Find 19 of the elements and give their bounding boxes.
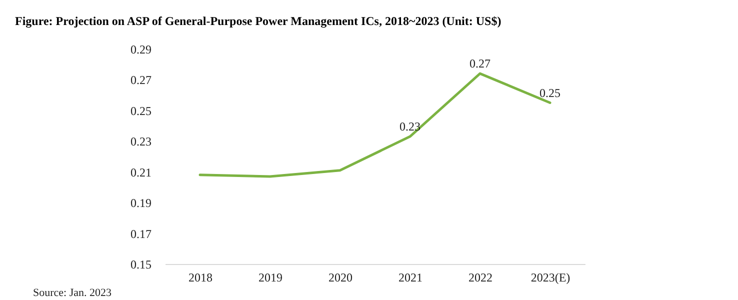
- y-tick-label: 0.21: [130, 165, 152, 180]
- y-tick-label: 0.15: [130, 258, 152, 272]
- x-tick-label: 2022: [468, 270, 492, 284]
- y-tick-label: 0.25: [130, 104, 152, 118]
- y-tick-label: 0.29: [130, 42, 152, 56]
- y-tick-label: 0.19: [130, 196, 152, 210]
- y-tick-label: 0.17: [130, 226, 152, 241]
- chart-title: Figure: Projection on ASP of General-Purpose Power Management ICs, 2018~2023 (Unit: US$): [15, 14, 502, 29]
- x-tick-label: 2023(E): [530, 270, 570, 284]
- data-label: 0.25: [540, 86, 560, 100]
- y-tick-label: 0.23: [130, 134, 152, 149]
- x-tick-label: 2018: [188, 270, 212, 284]
- data-label: 0.23: [400, 120, 420, 134]
- x-tick-label: 2020: [328, 270, 352, 284]
- x-tick-label: 2021: [398, 270, 422, 284]
- x-tick-label: 2019: [258, 270, 282, 284]
- source-note: Source: Jan. 2023: [33, 287, 113, 299]
- data-label: 0.27: [470, 56, 490, 71]
- y-tick-label: 0.27: [130, 73, 152, 88]
